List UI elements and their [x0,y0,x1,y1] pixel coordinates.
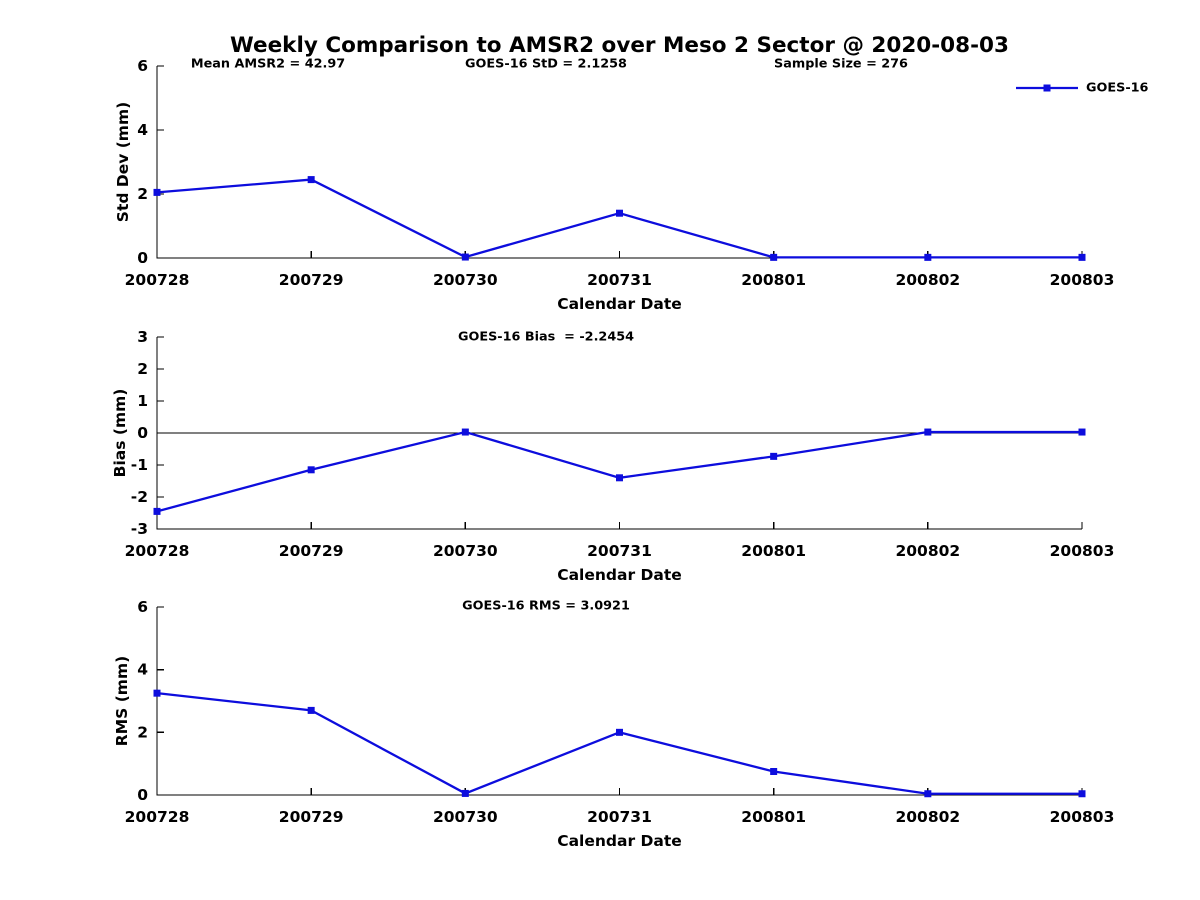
x-axis-label: Calendar Date [557,832,682,850]
x-tick-label: 200803 [1050,271,1115,289]
data-point [616,728,623,736]
x-tick-label: 200731 [587,542,652,560]
x-tick-label: 200803 [1050,542,1115,560]
x-tick-label: 200728 [125,542,190,560]
x-tick-label: 200729 [279,542,344,560]
y-tick-label: 2 [137,723,148,741]
subplot-std-dev: 0 2 4 6 200728 200729 200730 200731 200801 200802… [114,57,1149,314]
y-tick-label: -3 [131,520,148,538]
x-axis-label: Calendar Date [557,566,682,584]
x-tick-label: 200801 [741,808,806,826]
data-point [770,452,778,460]
x-tick-label: 200729 [279,808,344,826]
x-tick-label: 200802 [895,542,960,560]
x-tick-label: 200801 [741,271,806,289]
annotation-1: GOES-16 RMS = 3.0921 [462,599,630,614]
data-point [307,466,315,474]
data-point [924,253,932,261]
annotation-2: GOES-16 StD = 2.1258 [465,57,627,72]
y-tick-label: 0 [137,424,148,442]
data-point [153,507,161,515]
data-point [307,176,315,184]
y-axis-label: Bias (mm) [111,389,129,478]
y-tick-label: 4 [137,121,148,139]
data-point [461,428,469,436]
x-tick-label: 200729 [279,271,344,289]
data-point [1078,253,1086,261]
y-tick-label: -1 [131,456,148,474]
y-tick-label: -2 [131,488,148,506]
data-point [616,474,623,482]
data-point [924,790,932,798]
x-tick-label: 200802 [895,271,960,289]
legend: GOES-16 [1016,81,1149,96]
y-tick-label: 0 [137,786,148,804]
data-point [153,188,161,196]
y-tick-label: 1 [137,392,148,410]
y-tick-label: 0 [137,249,148,267]
x-tick-label: 200731 [587,808,652,826]
data-line-goes-16 [156,430,1082,513]
annotation-3: Sample Size = 276 [774,57,908,72]
x-tick-label: 200728 [125,271,190,289]
data-point [153,689,161,697]
y-tick-label: 6 [137,57,148,75]
x-tick-label: 200728 [125,808,190,826]
legend-label: GOES-16 [1086,81,1149,96]
data-point [924,428,932,436]
subplot-bias: -3 -2 -1 0 1 2 3 200728 200729 200730 200731 200801… [111,328,1114,584]
y-axis-label: Std Dev (mm) [114,102,132,222]
y-tick-label: 6 [137,598,148,616]
y-tick-label: 3 [137,328,148,346]
x-tick-label: 200802 [895,808,960,826]
y-tick-label: 4 [137,661,148,679]
x-tick-label: 200801 [741,542,806,560]
legend-marker [1043,84,1051,92]
chart-title: Weekly Comparison to AMSR2 over Meso 2 S… [230,33,1009,58]
x-tick-label: 200803 [1050,808,1115,826]
y-axis-label: RMS (mm) [113,656,131,746]
x-tick-label: 200730 [433,808,498,826]
axis-spines [156,607,1082,796]
data-point [770,768,778,775]
data-point [770,253,778,261]
annotation-1: GOES-16 Bias = -2.2454 [458,330,634,345]
x-axis-label: Calendar Date [557,295,682,313]
y-tick-label: 2 [137,185,148,203]
data-point [1078,790,1086,798]
data-line-goes-16 [156,692,1082,795]
y-tick-label: 2 [137,360,148,378]
data-point [461,789,469,797]
x-tick-label: 200731 [587,271,652,289]
data-point [461,253,469,261]
x-tick-label: 200730 [433,542,498,560]
data-point [1078,428,1086,436]
subplot-rms: 0 2 4 6 200728 200729 200730 200731 200801 200802… [113,598,1114,850]
data-point [616,209,623,217]
data-point [307,706,315,714]
annotation-1: Mean AMSR2 = 42.97 [191,57,345,72]
x-tick-label: 200730 [433,271,498,289]
axis-spines [156,66,1082,259]
data-line-goes-16 [156,178,1082,259]
